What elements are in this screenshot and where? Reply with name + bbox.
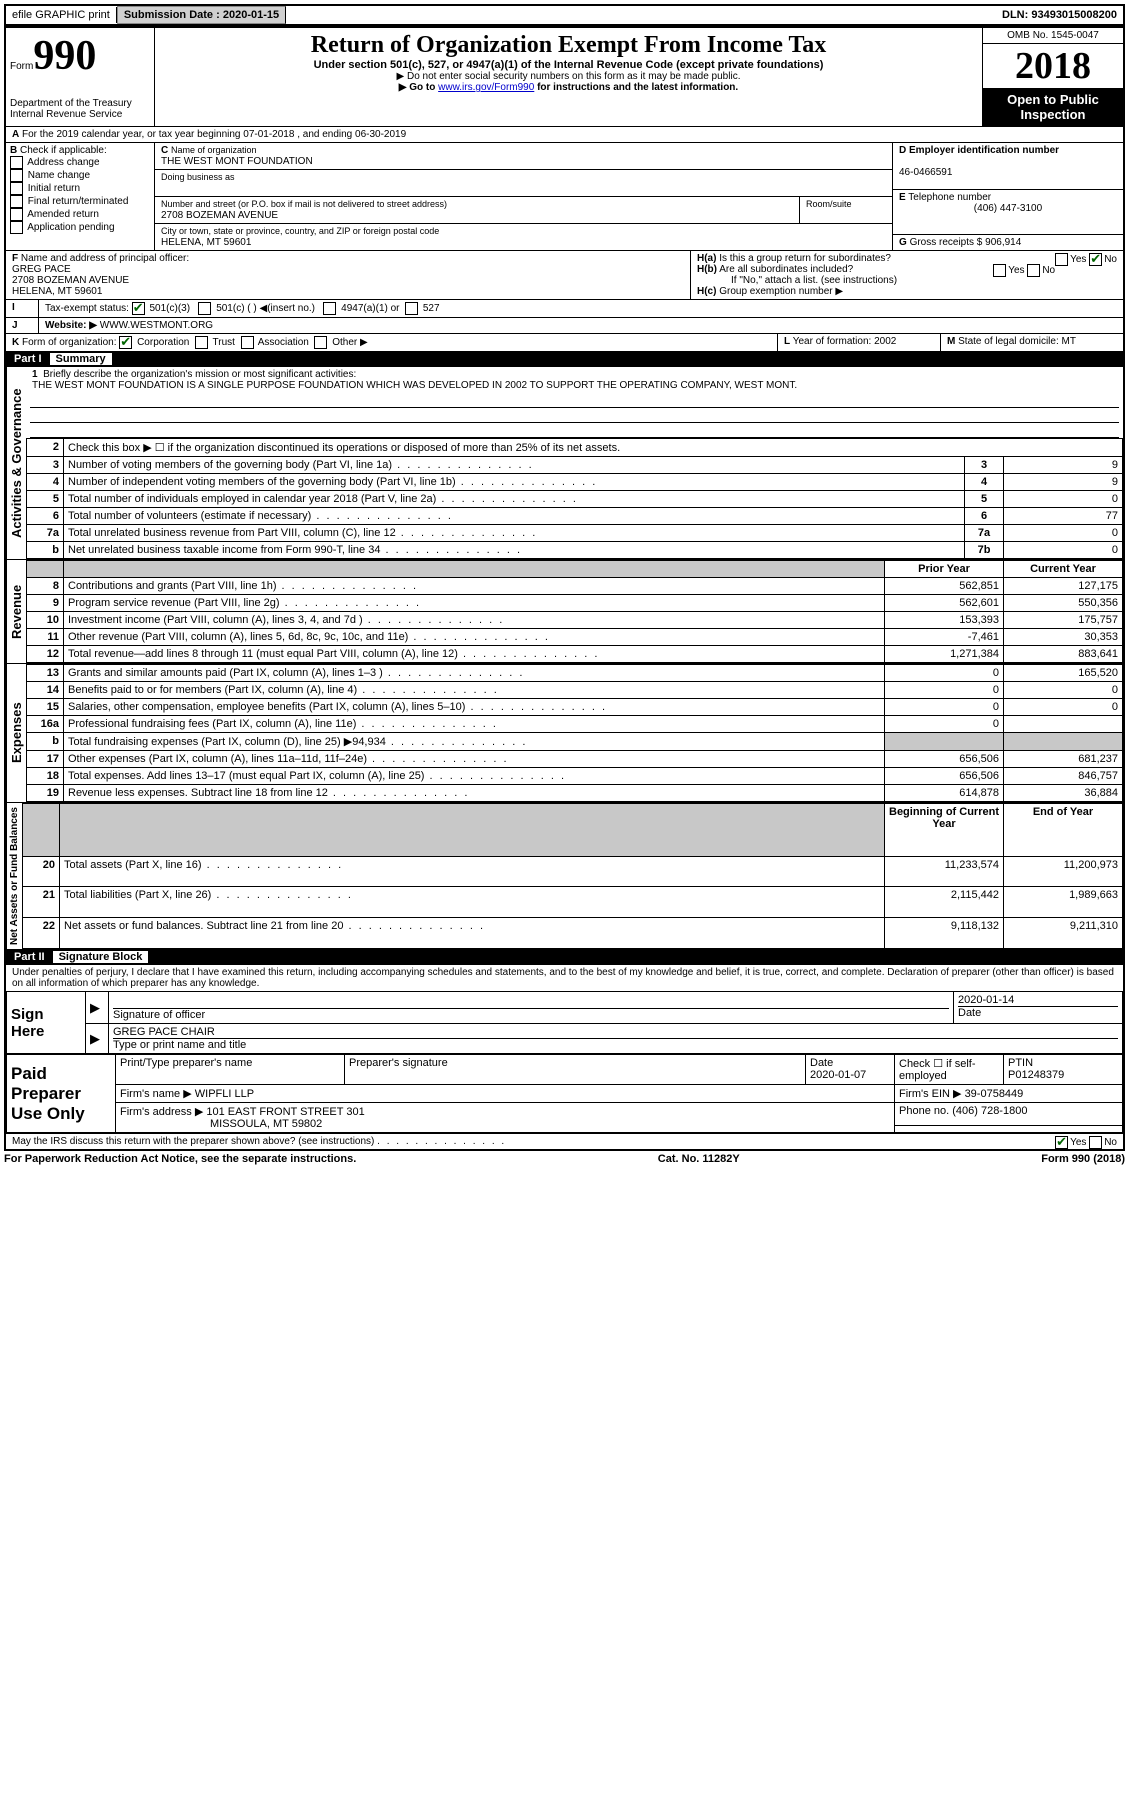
checkbox-pending[interactable]: [10, 221, 23, 234]
section-expenses: Expenses: [6, 664, 26, 802]
line-12: 12Total revenue—add lines 8 through 11 (…: [27, 646, 1123, 663]
firm-addr: 101 EAST FRONT STREET 301: [206, 1106, 364, 1118]
paperwork-notice: For Paperwork Reduction Act Notice, see …: [4, 1153, 356, 1165]
ha-no[interactable]: [1089, 253, 1102, 266]
firm-name: WIPFLI LLP: [195, 1088, 254, 1100]
line-8: 8Contributions and grants (Part VIII, li…: [27, 578, 1123, 595]
org-name: THE WEST MONT FOUNDATION: [161, 156, 313, 167]
hb-yes[interactable]: [993, 264, 1006, 277]
cb-other[interactable]: [314, 336, 327, 349]
cb-527[interactable]: [405, 302, 418, 315]
line-9: 9Program service revenue (Part VIII, lin…: [27, 595, 1123, 612]
part1-header: Part I Summary: [6, 351, 1123, 367]
discuss-yes[interactable]: [1055, 1136, 1068, 1149]
ptin: P01248379: [1008, 1069, 1064, 1081]
sig-name-title: GREG PACE CHAIR: [113, 1026, 1118, 1039]
checkbox-address-change[interactable]: [10, 156, 23, 169]
line-13: 13Grants and similar amounts paid (Part …: [27, 665, 1123, 682]
cb-assoc[interactable]: [241, 336, 254, 349]
line-7a: 7aTotal unrelated business revenue from …: [27, 525, 1123, 542]
org-address: 2708 BOZEMAN AVENUE: [161, 210, 278, 221]
open-public-badge: Open to Public Inspection: [983, 88, 1123, 126]
line-18: 18Total expenses. Add lines 13–17 (must …: [27, 768, 1123, 785]
discuss-no[interactable]: [1089, 1136, 1102, 1149]
line-19: 19Revenue less expenses. Subtract line 1…: [27, 785, 1123, 802]
cb-corp[interactable]: [119, 336, 132, 349]
cb-trust[interactable]: [195, 336, 208, 349]
state-domicile: MT: [1062, 336, 1076, 347]
dln-value: 93493015008200: [1031, 9, 1117, 21]
cb-4947[interactable]: [323, 302, 336, 315]
irs-link[interactable]: www.irs.gov/Form990: [438, 82, 534, 93]
box-b: B Check if applicable: Address change Na…: [6, 143, 155, 250]
line-20: 20Total assets (Part X, line 16)11,233,5…: [23, 856, 1123, 887]
cat-no: Cat. No. 11282Y: [658, 1153, 740, 1165]
form-header: Form990 Department of the Treasury Inter…: [6, 28, 1123, 126]
firm-phone: (406) 728-1800: [952, 1105, 1027, 1117]
checkbox-final-return[interactable]: [10, 195, 23, 208]
firm-ein: 39-0758449: [965, 1088, 1024, 1100]
dept-treasury: Department of the Treasury Internal Reve…: [10, 98, 150, 120]
line-10: 10Investment income (Part VIII, column (…: [27, 612, 1123, 629]
org-city: HELENA, MT 59601: [161, 237, 251, 248]
gross-receipts: 906,914: [985, 237, 1021, 248]
sig-date: 2020-01-14: [958, 994, 1118, 1006]
line-21: 21Total liabilities (Part X, line 26)2,1…: [23, 887, 1123, 918]
line-5: 5Total number of individuals employed in…: [27, 491, 1123, 508]
part2-header: Part II Signature Block: [6, 949, 1123, 965]
penalty-text: Under penalties of perjury, I declare th…: [6, 965, 1123, 991]
dln-label: DLN:: [1002, 9, 1028, 21]
line-11: 11Other revenue (Part VIII, column (A), …: [27, 629, 1123, 646]
sign-here: Sign Here: [7, 992, 86, 1054]
year-formation: 2002: [874, 336, 896, 347]
cb-501c3[interactable]: [132, 302, 145, 315]
officer-name: GREG PACE: [12, 264, 71, 275]
line-2: 2Check this box ▶ ☐ if the organization …: [27, 439, 1123, 457]
checkbox-amended[interactable]: [10, 208, 23, 221]
mission-text: THE WEST MONT FOUNDATION IS A SINGLE PUR…: [32, 380, 797, 391]
checkbox-name-change[interactable]: [10, 169, 23, 182]
paid-preparer: Paid Preparer Use Only: [7, 1055, 116, 1133]
officer-addr: 2708 BOZEMAN AVENUE HELENA, MT 59601: [12, 275, 129, 297]
tax-year: 2018: [983, 44, 1123, 88]
line-3: 3Number of voting members of the governi…: [27, 457, 1123, 474]
form-footer: Form 990 (2018): [1041, 1153, 1125, 1165]
line-14: 14Benefits paid to or for members (Part …: [27, 682, 1123, 699]
section-revenue: Revenue: [6, 560, 26, 663]
line-6: 6Total number of volunteers (estimate if…: [27, 508, 1123, 525]
hb-no[interactable]: [1027, 264, 1040, 277]
line-22: 22Net assets or fund balances. Subtract …: [23, 918, 1123, 949]
form-number: 990: [33, 33, 96, 79]
line-b: bTotal fundraising expenses (Part IX, co…: [27, 733, 1123, 751]
form-title: Return of Organization Exempt From Incom…: [159, 32, 978, 59]
checkbox-initial-return[interactable]: [10, 182, 23, 195]
section-activities: Activities & Governance: [6, 367, 26, 559]
tax-year-range: For the 2019 calendar year, or tax year …: [22, 129, 406, 140]
cb-501c[interactable]: [198, 302, 211, 315]
firm-city: MISSOULA, MT 59802: [120, 1118, 322, 1130]
top-bar: efile GRAPHIC print Submission Date : 20…: [4, 4, 1125, 26]
line-b: bNet unrelated business taxable income f…: [27, 542, 1123, 559]
line-17: 17Other expenses (Part IX, column (A), l…: [27, 751, 1123, 768]
efile-label: efile GRAPHIC print: [6, 7, 117, 23]
line-4: 4Number of independent voting members of…: [27, 474, 1123, 491]
prep-date: 2020-01-07: [810, 1069, 866, 1081]
phone: (406) 447-3100: [899, 203, 1117, 214]
ein: 46-0466591: [899, 167, 952, 178]
line-16a: 16aProfessional fundraising fees (Part I…: [27, 716, 1123, 733]
omb-number: OMB No. 1545-0047: [983, 28, 1123, 44]
submission-date-button[interactable]: Submission Date : 2020-01-15: [117, 6, 286, 24]
website: WWW.WESTMONT.ORG: [100, 320, 213, 331]
line-15: 15Salaries, other compensation, employee…: [27, 699, 1123, 716]
ha-yes[interactable]: [1055, 253, 1068, 266]
section-netassets: Net Assets or Fund Balances: [6, 803, 22, 949]
